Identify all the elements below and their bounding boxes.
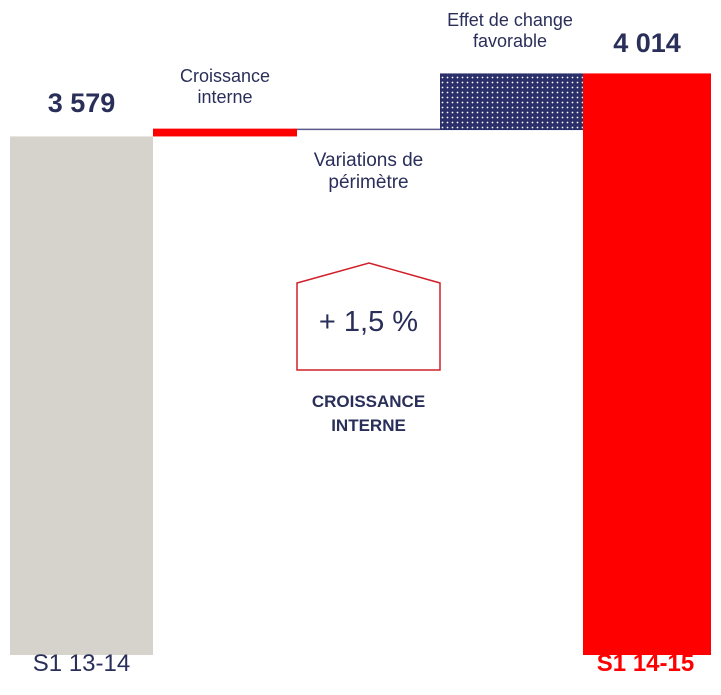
annotation-frame [296,262,441,371]
category-label: S1 13-14 [32,650,131,677]
bar [10,136,153,655]
bar [440,73,583,131]
bar [297,128,440,131]
value-label: 3 579 [47,88,116,118]
category-label: Variations de périmètre [313,150,424,193]
annotation-text: CROISSANCE INTERNE [311,392,426,435]
category-label: Croissance interne [179,66,271,107]
bar [583,73,711,655]
category-label: S1 14-15 [596,650,695,677]
category-label: Effet de change favorable [447,10,573,51]
annotation-value: + 1,5 % [318,306,419,338]
bar [153,128,297,137]
value-label: 4 014 [613,28,681,58]
